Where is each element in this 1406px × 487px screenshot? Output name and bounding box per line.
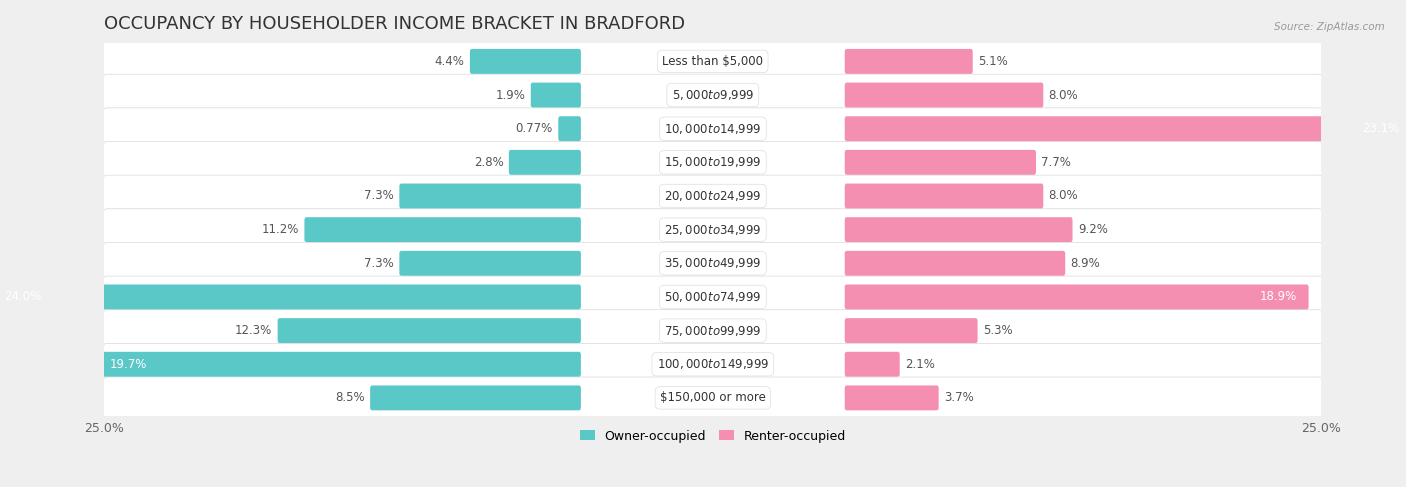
Text: 8.0%: 8.0%	[1049, 189, 1078, 203]
FancyBboxPatch shape	[845, 49, 973, 74]
Text: $20,000 to $24,999: $20,000 to $24,999	[664, 189, 762, 203]
Text: $15,000 to $19,999: $15,000 to $19,999	[664, 155, 762, 169]
Text: $25,000 to $34,999: $25,000 to $34,999	[664, 223, 762, 237]
Text: 0.77%: 0.77%	[516, 122, 553, 135]
FancyBboxPatch shape	[845, 284, 1309, 309]
Text: 1.9%: 1.9%	[495, 89, 526, 102]
Text: OCCUPANCY BY HOUSEHOLDER INCOME BRACKET IN BRADFORD: OCCUPANCY BY HOUSEHOLDER INCOME BRACKET …	[104, 15, 686, 33]
Text: 23.1%: 23.1%	[1362, 122, 1399, 135]
FancyBboxPatch shape	[277, 318, 581, 343]
FancyBboxPatch shape	[103, 343, 1323, 385]
FancyBboxPatch shape	[305, 217, 581, 242]
FancyBboxPatch shape	[845, 150, 1036, 175]
FancyBboxPatch shape	[845, 352, 900, 376]
FancyBboxPatch shape	[0, 284, 581, 309]
FancyBboxPatch shape	[845, 83, 1043, 108]
FancyBboxPatch shape	[103, 142, 1323, 183]
Text: 3.7%: 3.7%	[943, 392, 974, 404]
Text: 4.4%: 4.4%	[434, 55, 464, 68]
Text: $35,000 to $49,999: $35,000 to $49,999	[664, 256, 762, 270]
Text: $5,000 to $9,999: $5,000 to $9,999	[672, 88, 754, 102]
Text: 2.8%: 2.8%	[474, 156, 503, 169]
Text: 19.7%: 19.7%	[110, 358, 146, 371]
FancyBboxPatch shape	[470, 49, 581, 74]
FancyBboxPatch shape	[103, 377, 1323, 419]
Text: 24.0%: 24.0%	[4, 290, 42, 303]
FancyBboxPatch shape	[97, 352, 581, 376]
Text: Source: ZipAtlas.com: Source: ZipAtlas.com	[1274, 22, 1385, 32]
Text: 7.3%: 7.3%	[364, 257, 394, 270]
FancyBboxPatch shape	[103, 310, 1323, 352]
FancyBboxPatch shape	[845, 116, 1406, 141]
Text: $50,000 to $74,999: $50,000 to $74,999	[664, 290, 762, 304]
FancyBboxPatch shape	[845, 318, 977, 343]
FancyBboxPatch shape	[845, 184, 1043, 208]
Text: 11.2%: 11.2%	[262, 223, 299, 236]
FancyBboxPatch shape	[845, 217, 1073, 242]
FancyBboxPatch shape	[103, 175, 1323, 217]
FancyBboxPatch shape	[530, 83, 581, 108]
FancyBboxPatch shape	[103, 74, 1323, 116]
Text: $150,000 or more: $150,000 or more	[659, 392, 766, 404]
FancyBboxPatch shape	[509, 150, 581, 175]
Text: Less than $5,000: Less than $5,000	[662, 55, 763, 68]
FancyBboxPatch shape	[103, 276, 1323, 318]
Text: 7.3%: 7.3%	[364, 189, 394, 203]
Text: 7.7%: 7.7%	[1042, 156, 1071, 169]
FancyBboxPatch shape	[103, 108, 1323, 150]
Text: 8.0%: 8.0%	[1049, 89, 1078, 102]
FancyBboxPatch shape	[103, 243, 1323, 284]
FancyBboxPatch shape	[103, 209, 1323, 250]
FancyBboxPatch shape	[845, 251, 1066, 276]
Text: $75,000 to $99,999: $75,000 to $99,999	[664, 323, 762, 337]
FancyBboxPatch shape	[399, 251, 581, 276]
Text: $100,000 to $149,999: $100,000 to $149,999	[657, 357, 769, 371]
Text: 8.9%: 8.9%	[1070, 257, 1101, 270]
Text: 5.3%: 5.3%	[983, 324, 1012, 337]
FancyBboxPatch shape	[399, 184, 581, 208]
Text: 9.2%: 9.2%	[1078, 223, 1108, 236]
Text: 5.1%: 5.1%	[979, 55, 1008, 68]
Text: 2.1%: 2.1%	[905, 358, 935, 371]
Text: $10,000 to $14,999: $10,000 to $14,999	[664, 122, 762, 136]
FancyBboxPatch shape	[558, 116, 581, 141]
Text: 12.3%: 12.3%	[235, 324, 273, 337]
FancyBboxPatch shape	[370, 385, 581, 411]
FancyBboxPatch shape	[845, 385, 939, 411]
FancyBboxPatch shape	[103, 40, 1323, 82]
Text: 8.5%: 8.5%	[335, 392, 364, 404]
Text: 18.9%: 18.9%	[1260, 290, 1296, 303]
Legend: Owner-occupied, Renter-occupied: Owner-occupied, Renter-occupied	[575, 425, 851, 448]
